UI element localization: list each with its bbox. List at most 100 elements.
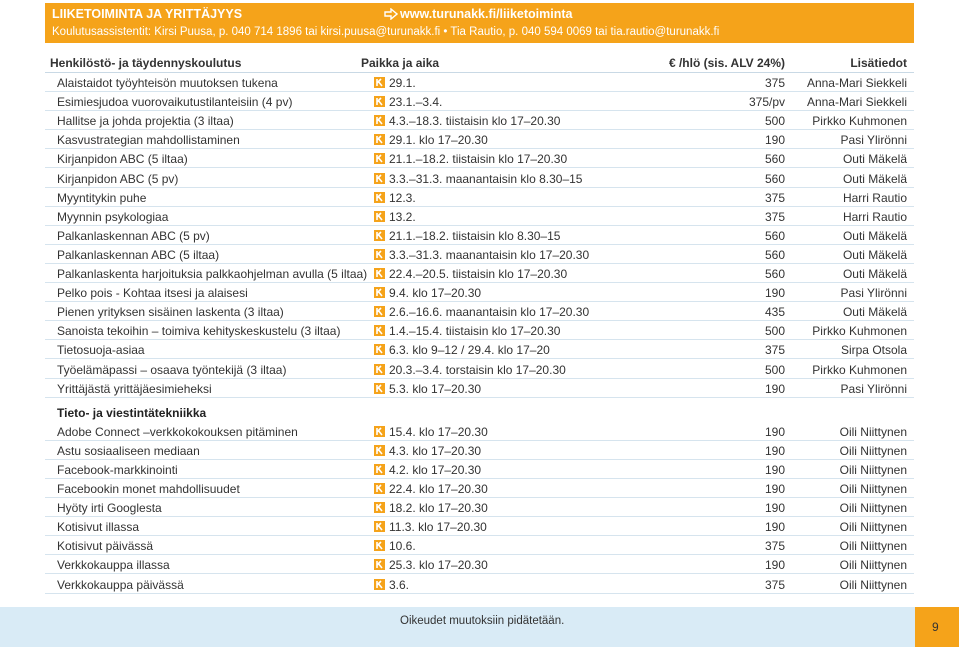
time-text: 18.2. klo 17–20.30: [389, 501, 488, 516]
k-icon: [374, 77, 385, 88]
course-name: Pelko pois - Kohtaa itsesi ja alaisesi: [57, 286, 248, 301]
price: 190: [764, 558, 785, 573]
footer-bar: [0, 607, 915, 647]
course-name: Palkanlaskennan ABC (5 pv): [57, 228, 210, 243]
row-divider: [45, 206, 914, 226]
course-name: Palkanlaskennan ABC (5 iltaa): [57, 247, 220, 262]
price: 500: [764, 362, 785, 377]
time-text: 1.4.–15.4. tiistaisin klo 17–20.30: [389, 324, 561, 339]
k-icon: [374, 521, 385, 533]
row-divider: [45, 478, 914, 498]
header-link[interactable]: www.turunakk.fi/liiketoiminta: [400, 7, 573, 21]
time: 22.4. klo 17–20.30: [374, 482, 488, 496]
price: 375: [764, 577, 785, 592]
k-icon: [374, 153, 385, 165]
course-name: Adobe Connect –verkkokokouksen pitäminen: [57, 424, 298, 439]
course-name: Työelämäpassi – osaava työntekijä (3 ilt…: [57, 362, 287, 377]
time: 13.2.: [374, 210, 416, 224]
time-text: 6.3. klo 9–12 / 29.4. klo 17–20: [389, 343, 550, 358]
row-divider: [45, 359, 914, 379]
row-divider: [45, 110, 914, 131]
header-bar: [45, 3, 914, 43]
course-name: Facebook-markkinointi: [57, 462, 178, 477]
time: 21.1.–18.2. tiistaisin klo 8.30–15: [374, 229, 560, 243]
time: 29.1.: [374, 76, 416, 90]
time: 1.4.–15.4. tiistaisin klo 17–20.30: [374, 324, 560, 338]
price: 560: [764, 247, 785, 262]
price: 375: [764, 190, 785, 205]
contact: Outi Mäkelä: [842, 228, 907, 243]
column-header-band: [45, 52, 914, 73]
time: 10.6.: [374, 539, 416, 553]
contact: Harri Rautio: [842, 190, 907, 205]
contact: Outi Mäkelä: [842, 171, 907, 186]
price: 190: [764, 482, 785, 496]
price: 190: [764, 381, 785, 396]
section-title: Tieto- ja viestintätekniikka: [57, 405, 207, 420]
price: 560: [764, 171, 785, 186]
time: 15.4. klo 17–20.30: [374, 425, 488, 439]
time: 12.3.: [374, 191, 416, 205]
time: 20.3.–3.4. torstaisin klo 17–20.30: [374, 363, 566, 377]
contact: Anna-Mari Siekkeli: [806, 95, 907, 110]
column-header: Henkilöstö- ja täydennyskoulutus: [50, 56, 242, 70]
price: 190: [764, 462, 785, 477]
contact: Anna-Mari Siekkeli: [806, 76, 907, 90]
k-icon: [374, 268, 385, 279]
contact: Oili Niittynen: [839, 443, 907, 458]
k-icon: [374, 540, 385, 552]
contact: Oili Niittynen: [839, 577, 907, 592]
contact: Oili Niittynen: [839, 539, 907, 554]
header-contacts: Koulutusassistentit: Kirsi Puusa, p. 040…: [52, 26, 720, 38]
time: 11.3. klo 17–20.30: [374, 520, 487, 534]
time-text: 29.1.: [389, 76, 416, 90]
contact: Sirpa Otsola: [840, 343, 907, 358]
row-divider: [45, 574, 914, 594]
contact: Harri Rautio: [842, 209, 907, 224]
column-header: € /hlö (sis. ALV 24%): [668, 56, 785, 70]
price: 190: [764, 424, 785, 439]
time: 3.6.: [374, 578, 409, 592]
time: 2.6.–16.6. maanantaisin klo 17–20.30: [374, 305, 589, 319]
time: 23.1.–3.4.: [374, 95, 442, 109]
contact: Pasi Ylirönni: [840, 133, 907, 148]
time-text: 4.2. klo 17–20.30: [389, 462, 482, 477]
time: 3.3.–31.3. maanantaisin klo 17–20.30: [374, 248, 589, 262]
time-text: 23.1.–3.4.: [389, 95, 443, 110]
course-name: Hallitse ja johda projektia (3 iltaa): [57, 114, 234, 129]
k-icon: [374, 134, 385, 146]
price: 190: [764, 133, 785, 148]
row-divider: [45, 244, 914, 264]
course-name: Kotisivut illassa: [57, 520, 140, 535]
course-name: Myynnin psykologiaa: [57, 209, 169, 224]
time-text: 4.3.–18.3. tiistaisin klo 17–20.30: [389, 114, 561, 129]
time: 9.4. klo 17–20.30: [374, 286, 481, 300]
k-icon: [374, 578, 385, 590]
column-header: Paikka ja aika: [361, 56, 440, 70]
k-icon: [374, 229, 385, 241]
k-icon: [374, 444, 385, 456]
time-text: 25.3. klo 17–20.30: [389, 558, 488, 573]
time-text: 2.6.–16.6. maanantaisin klo 17–20.30: [389, 305, 590, 320]
course-name: Kirjanpidon ABC (5 pv): [57, 171, 179, 186]
column-header: Lisätiedot: [850, 56, 907, 70]
footer-note: Oikeudet muutoksiin pidätetään.: [400, 615, 565, 627]
header-title: LIIKETOIMINTA JA YRITTÄJYYS: [52, 7, 243, 21]
price: 435: [764, 305, 785, 320]
time: 4.3. klo 17–20.30: [374, 444, 481, 458]
row-divider: [45, 339, 914, 360]
time-text: 29.1. klo 17–20.30: [389, 133, 488, 148]
time: 4.3.–18.3. tiistaisin klo 17–20.30: [374, 114, 560, 128]
row-divider: [45, 148, 914, 169]
contact: Outi Mäkelä: [842, 267, 907, 281]
row-divider: [45, 535, 914, 556]
k-icon: [374, 172, 385, 184]
course-name: Myyntitykin puhe: [57, 190, 147, 205]
contact: Pasi Ylirönni: [840, 286, 907, 301]
price: 190: [764, 443, 785, 458]
row-divider: [45, 378, 914, 398]
time: 4.2. klo 17–20.30: [374, 463, 481, 477]
k-icon: [374, 483, 385, 494]
contact: Pirkko Kuhmonen: [812, 324, 907, 339]
contact: Oili Niittynen: [839, 482, 907, 496]
